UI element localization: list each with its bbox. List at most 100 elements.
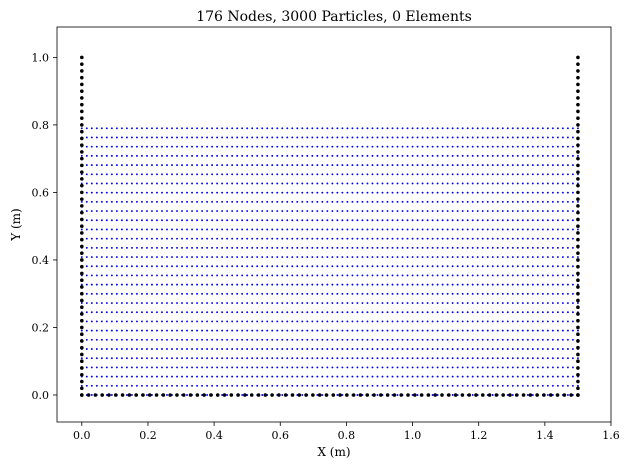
particle-point xyxy=(386,348,389,350)
node-point xyxy=(86,393,91,397)
particle-point xyxy=(161,145,163,148)
particle-point xyxy=(516,265,519,268)
particle-point xyxy=(271,265,274,268)
particle-point xyxy=(446,136,449,139)
particle-point xyxy=(115,246,118,249)
particle-point xyxy=(156,375,158,378)
particle-point xyxy=(291,164,294,167)
particle-point xyxy=(366,292,369,295)
particle-point xyxy=(286,136,289,139)
particle-point xyxy=(471,164,474,167)
particle-point xyxy=(336,348,339,350)
particle-point xyxy=(371,228,374,231)
particle-point xyxy=(281,384,284,387)
particle-point xyxy=(266,375,269,378)
particle-point xyxy=(90,348,93,350)
particle-point xyxy=(411,256,414,258)
particle-point xyxy=(246,136,249,139)
particle-point xyxy=(396,154,399,157)
particle-point xyxy=(551,366,554,369)
particle-point xyxy=(466,200,469,203)
particle-point xyxy=(346,237,349,240)
particle-point xyxy=(526,228,529,231)
particle-point xyxy=(85,283,88,286)
particle-point xyxy=(130,173,133,176)
particle-point xyxy=(321,200,324,203)
particle-point xyxy=(461,154,464,157)
particle-point xyxy=(206,329,209,332)
particle-point xyxy=(151,256,153,258)
particle-point xyxy=(321,384,324,387)
particle-point xyxy=(406,292,409,295)
node-point xyxy=(80,143,84,147)
particle-point xyxy=(176,219,178,222)
particle-point xyxy=(501,292,504,295)
node-point xyxy=(80,393,84,397)
particle-point xyxy=(486,145,489,148)
particle-point xyxy=(556,283,559,286)
particle-point xyxy=(391,357,394,360)
particle-point xyxy=(90,338,93,341)
particle-point xyxy=(396,228,399,231)
node-point xyxy=(290,393,295,397)
particle-point xyxy=(135,219,138,222)
particle-point xyxy=(211,338,214,341)
particle-point xyxy=(506,256,509,258)
particle-point xyxy=(541,127,544,130)
particle-point xyxy=(171,283,173,286)
node-point xyxy=(576,318,580,323)
particle-point xyxy=(85,292,88,295)
particle-point xyxy=(531,394,534,396)
particle-point xyxy=(216,154,219,157)
particle-point xyxy=(531,357,534,360)
particle-point xyxy=(391,210,394,212)
particle-point xyxy=(271,200,274,203)
particle-point xyxy=(431,154,434,157)
particle-point xyxy=(381,384,384,387)
particle-point xyxy=(471,191,474,194)
particle-point xyxy=(496,182,499,185)
particle-point xyxy=(401,348,404,350)
particle-point xyxy=(346,164,349,167)
particle-point xyxy=(316,164,319,167)
particle-point xyxy=(436,320,439,323)
particle-point xyxy=(426,311,429,314)
particle-point xyxy=(476,311,479,314)
particle-point xyxy=(441,311,444,314)
particle-point xyxy=(140,265,143,268)
particle-point xyxy=(366,145,369,148)
particle-point xyxy=(306,329,309,332)
particle-point xyxy=(281,274,284,277)
particle-point xyxy=(161,265,163,268)
particle-point xyxy=(351,265,354,268)
particle-point xyxy=(531,292,534,295)
particle-point xyxy=(571,164,574,167)
particle-point xyxy=(176,182,178,185)
particle-point xyxy=(436,228,439,231)
particle-point xyxy=(366,265,369,268)
particle-point xyxy=(431,329,434,332)
particle-point xyxy=(196,292,199,295)
particle-point xyxy=(171,246,173,249)
particle-point xyxy=(356,145,359,148)
particle-point xyxy=(526,145,529,148)
particle-point xyxy=(401,357,404,360)
particle-point xyxy=(276,210,279,212)
particle-point xyxy=(391,191,394,194)
particle-point xyxy=(426,200,429,203)
particle-point xyxy=(441,338,444,341)
particle-point xyxy=(301,302,304,304)
particle-point xyxy=(166,329,168,332)
particle-point xyxy=(441,127,444,130)
particle-point xyxy=(146,256,148,258)
particle-point xyxy=(226,191,229,194)
particle-point xyxy=(531,320,534,323)
particle-point xyxy=(221,302,224,304)
particle-point xyxy=(381,127,384,130)
particle-point xyxy=(176,173,178,176)
node-point xyxy=(80,156,84,161)
particle-point xyxy=(491,283,494,286)
particle-point xyxy=(476,375,479,378)
particle-point xyxy=(291,219,294,222)
particle-point xyxy=(351,274,354,277)
